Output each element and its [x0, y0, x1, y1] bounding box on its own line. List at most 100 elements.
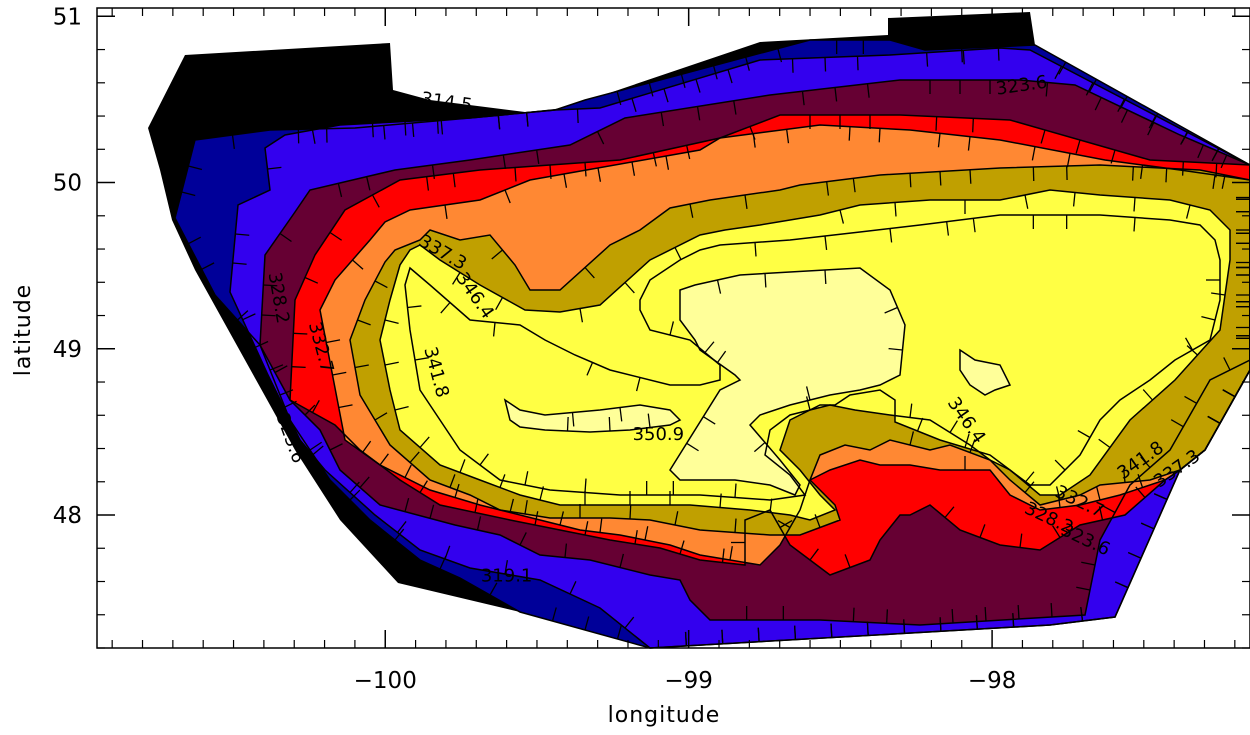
contour-tick: [235, 233, 250, 236]
contour-tick: [1153, 493, 1168, 500]
contour-tick: [805, 386, 811, 401]
contour-tick: [452, 272, 461, 285]
contour-tick: [1220, 154, 1228, 169]
x-tick-label: −98: [968, 668, 1017, 694]
contour-tick: [764, 273, 767, 288]
contour-tick: [329, 231, 343, 241]
contour-tick: [972, 218, 976, 233]
contour-tick: [599, 518, 603, 533]
contour-tick: [1066, 153, 1071, 168]
contour-tick: [431, 164, 435, 179]
contour-tick: [584, 267, 595, 279]
contour-tick: [1089, 78, 1097, 92]
contour-tick: [926, 52, 929, 67]
contour-tick: [449, 474, 456, 488]
contour-tick: [809, 548, 819, 561]
contour-tick: [476, 516, 482, 531]
contour-tick: [359, 476, 370, 488]
contour-tick: [261, 314, 276, 317]
contour-tick: [951, 608, 954, 624]
contour-tick: [1117, 98, 1125, 112]
contour-tick: [1058, 61, 1067, 75]
contour-tick: [379, 453, 389, 466]
contour-tick: [721, 629, 724, 644]
contour-tick: [1212, 174, 1216, 189]
contour-tick: [201, 262, 215, 270]
contour-tick: [1131, 166, 1134, 181]
contour-tick: [371, 123, 374, 138]
contour-tick: [576, 108, 579, 124]
contour-tick: [584, 478, 587, 493]
contour-line: [503, 398, 682, 433]
axis-tick-labels: −100 −99 −98 48 49 50 51: [53, 4, 1017, 694]
contour-tick: [1040, 129, 1046, 144]
y-tick-label: 50: [53, 171, 82, 197]
contour-tick: [1012, 613, 1015, 628]
contour-tick: [366, 176, 371, 191]
contour-tick: [866, 83, 870, 98]
contour-tick: [1140, 522, 1155, 530]
contour-tick: [680, 74, 686, 88]
x-tick-label: −99: [664, 668, 713, 694]
contour-tick: [1076, 586, 1091, 591]
contour-tick: [237, 310, 249, 321]
contour-tick: [329, 443, 343, 451]
contour-tick: [440, 302, 451, 314]
contour-tick: [852, 178, 856, 193]
contour-tick: [242, 313, 256, 321]
plot-frame: [96, 7, 1250, 649]
contour-tick: [407, 305, 422, 309]
contour-tick: [744, 194, 748, 209]
contour-tick: [769, 498, 773, 513]
contour-tick: [291, 366, 306, 369]
contour-tick: [584, 616, 590, 631]
contour-tick: [1140, 456, 1151, 468]
contour-tick: [263, 284, 278, 287]
contour-tick: [814, 514, 821, 528]
contour-tick: [497, 115, 501, 130]
contour-tick: [279, 232, 292, 243]
contour-tick: [1052, 525, 1061, 538]
contour-tick: [526, 112, 529, 127]
contour-tick: [1072, 192, 1076, 207]
contour-tick: [569, 581, 577, 595]
contour-tick: [702, 416, 716, 425]
contour-tick: [596, 131, 605, 145]
contour-fill-region: [960, 350, 1010, 395]
contour-tick: [495, 297, 504, 311]
contour-tick: [383, 125, 386, 140]
contour-tick: [1207, 415, 1221, 424]
contour-tick: [644, 526, 649, 541]
contour-tick: [474, 498, 479, 513]
contour-tick: [404, 121, 407, 136]
contour-tick: [674, 247, 682, 261]
contour-tick: [337, 183, 343, 198]
contour-tick: [674, 511, 679, 526]
contour-tick: [619, 553, 625, 568]
contour-tick: [411, 122, 415, 138]
contour-tick: [894, 202, 897, 217]
contour-tick: [729, 546, 733, 561]
contour-tick: [826, 181, 830, 196]
contour-tick: [903, 619, 906, 634]
contour-tick: [665, 155, 670, 170]
contour-tick: [374, 280, 388, 289]
contour-tick: [419, 436, 430, 448]
contour-tick: [338, 404, 353, 409]
contour-tick: [1142, 389, 1153, 401]
contour-tick: [629, 504, 632, 520]
contour-tick: [979, 524, 986, 538]
contour-tick: [269, 364, 284, 371]
contour-tick: [886, 609, 889, 624]
contour-tick: [964, 433, 970, 448]
contour-tick: [404, 497, 410, 512]
contour-tick: [695, 79, 701, 93]
contour-tick: [444, 204, 448, 219]
contour-tick: [514, 167, 517, 182]
x-tick-label: −100: [354, 668, 417, 694]
contour-tick: [564, 543, 568, 558]
contour-tick: [935, 116, 938, 131]
contour-tick: [909, 431, 915, 446]
contour-tick: [635, 377, 641, 392]
